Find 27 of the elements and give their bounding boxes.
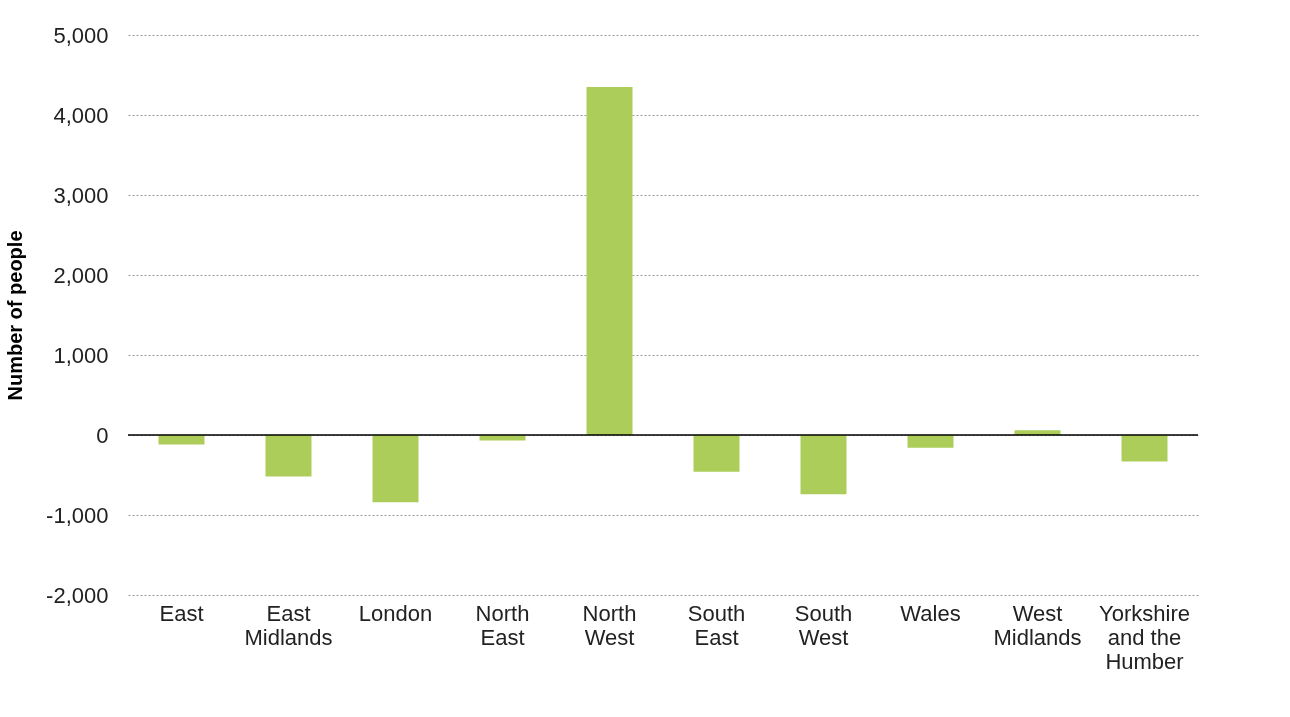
- y-tick-label: -1,000: [46, 502, 109, 528]
- bar: [693, 435, 740, 472]
- bar: [158, 435, 205, 445]
- y-tick-label: 0: [96, 422, 109, 448]
- x-tick-label: West Midlands: [993, 600, 1082, 650]
- bar: [372, 435, 419, 503]
- bar: [1121, 435, 1168, 462]
- bar: [265, 435, 312, 477]
- x-tick-label: North East: [475, 600, 530, 650]
- x-tick-label: Yorkshire and the Humber: [1099, 600, 1190, 674]
- bar: [907, 435, 954, 448]
- y-tick-label: 5,000: [53, 22, 109, 48]
- x-tick-label: East: [159, 600, 204, 626]
- x-tick-label: South West: [794, 600, 853, 650]
- bar: [586, 87, 633, 435]
- y-tick-label: 2,000: [53, 262, 109, 288]
- x-tick-label: East Midlands: [244, 600, 333, 650]
- y-tick-label: 3,000: [53, 182, 109, 208]
- y-axis-title: Number of people: [4, 230, 27, 401]
- bar: [800, 435, 847, 495]
- x-tick-label: London: [358, 600, 433, 626]
- y-tick-label: 1,000: [53, 342, 109, 368]
- x-tick-label: South East: [687, 600, 746, 650]
- y-tick-label: -2,000: [46, 582, 109, 608]
- x-tick-label: Wales: [900, 600, 961, 626]
- x-tick-label: North West: [582, 600, 637, 650]
- y-tick-label: 4,000: [53, 102, 109, 128]
